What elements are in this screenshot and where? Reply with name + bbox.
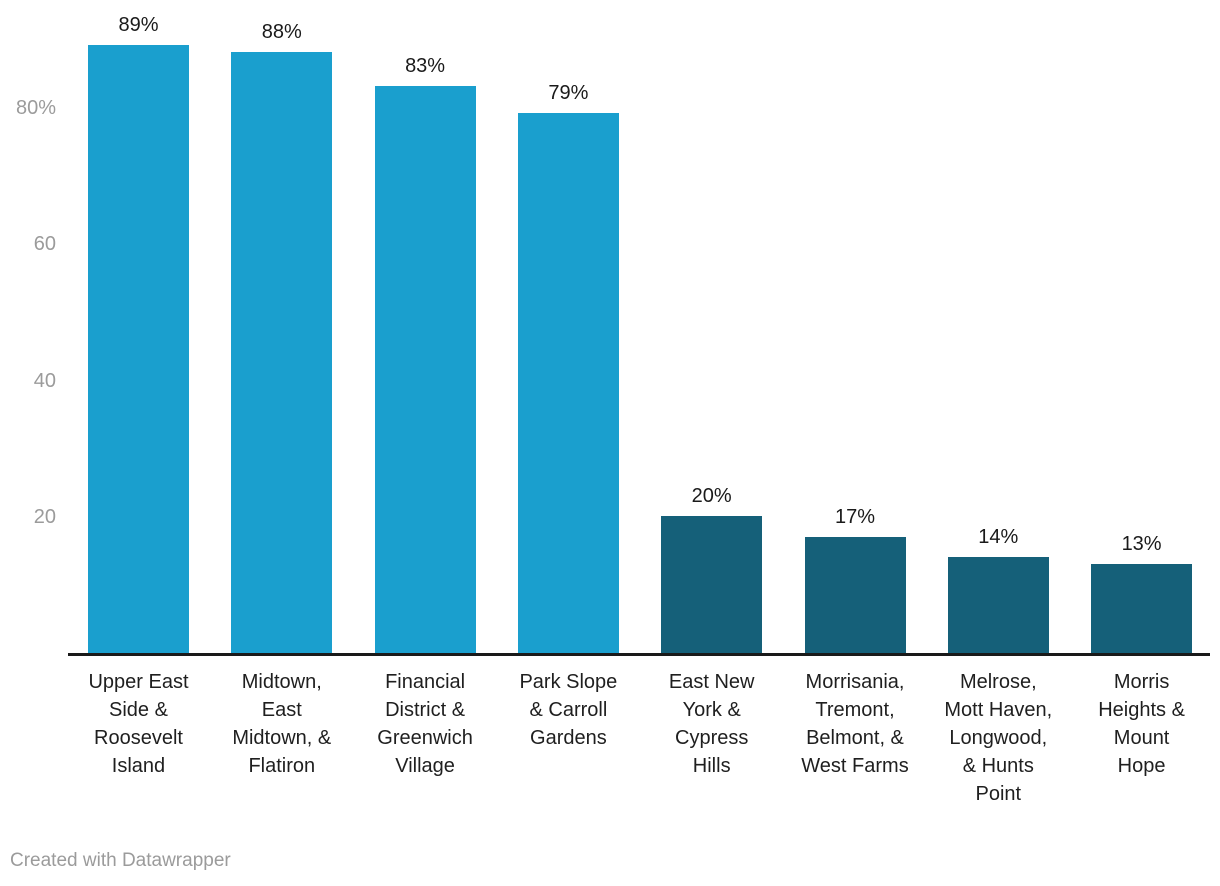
bar-value-label: 83% xyxy=(405,55,446,77)
bar[interactable] xyxy=(374,86,476,653)
bar[interactable] xyxy=(1091,564,1193,653)
bar[interactable] xyxy=(231,52,333,653)
category-label: Financial District & Greenwich Village xyxy=(377,671,473,777)
bar[interactable] xyxy=(804,537,906,653)
category-label: Upper East Side & Roosevelt Island xyxy=(88,671,189,777)
datawrapper-attribution: Created with Datawrapper xyxy=(10,850,231,871)
category-label: Morrisania, Tremont, Belmont, & West Far… xyxy=(801,671,909,777)
category-label: East New York & Cypress Hills xyxy=(668,671,755,777)
bar-value-label: 79% xyxy=(548,82,589,104)
bar[interactable] xyxy=(88,45,189,653)
x-axis-baseline xyxy=(68,653,1210,656)
y-axis-tick-label: 80% xyxy=(15,96,56,119)
category-label: Park Slope & Carroll Gardens xyxy=(519,671,618,749)
bar-value-label: 17% xyxy=(834,506,875,528)
category-label: Morris Heights & Mount Hope xyxy=(1098,671,1185,777)
bar-value-label: 89% xyxy=(118,14,159,36)
category-label: Midtown, East Midtown, & Flatiron xyxy=(232,671,332,777)
y-axis-tick-label: 60 xyxy=(33,233,56,256)
category-label: Melrose, Mott Haven, Longwood, & Hunts P… xyxy=(944,671,1053,805)
bar-value-label: 13% xyxy=(1121,533,1162,555)
bar-value-label: 20% xyxy=(691,485,732,507)
y-axis-tick-label: 40 xyxy=(33,369,56,392)
bar[interactable] xyxy=(517,113,619,653)
bar-value-label: 88% xyxy=(261,21,302,43)
bar[interactable] xyxy=(661,516,763,653)
bar-value-label: 14% xyxy=(978,526,1019,548)
bar[interactable] xyxy=(947,557,1049,653)
y-axis-tick-label: 20 xyxy=(33,506,56,529)
